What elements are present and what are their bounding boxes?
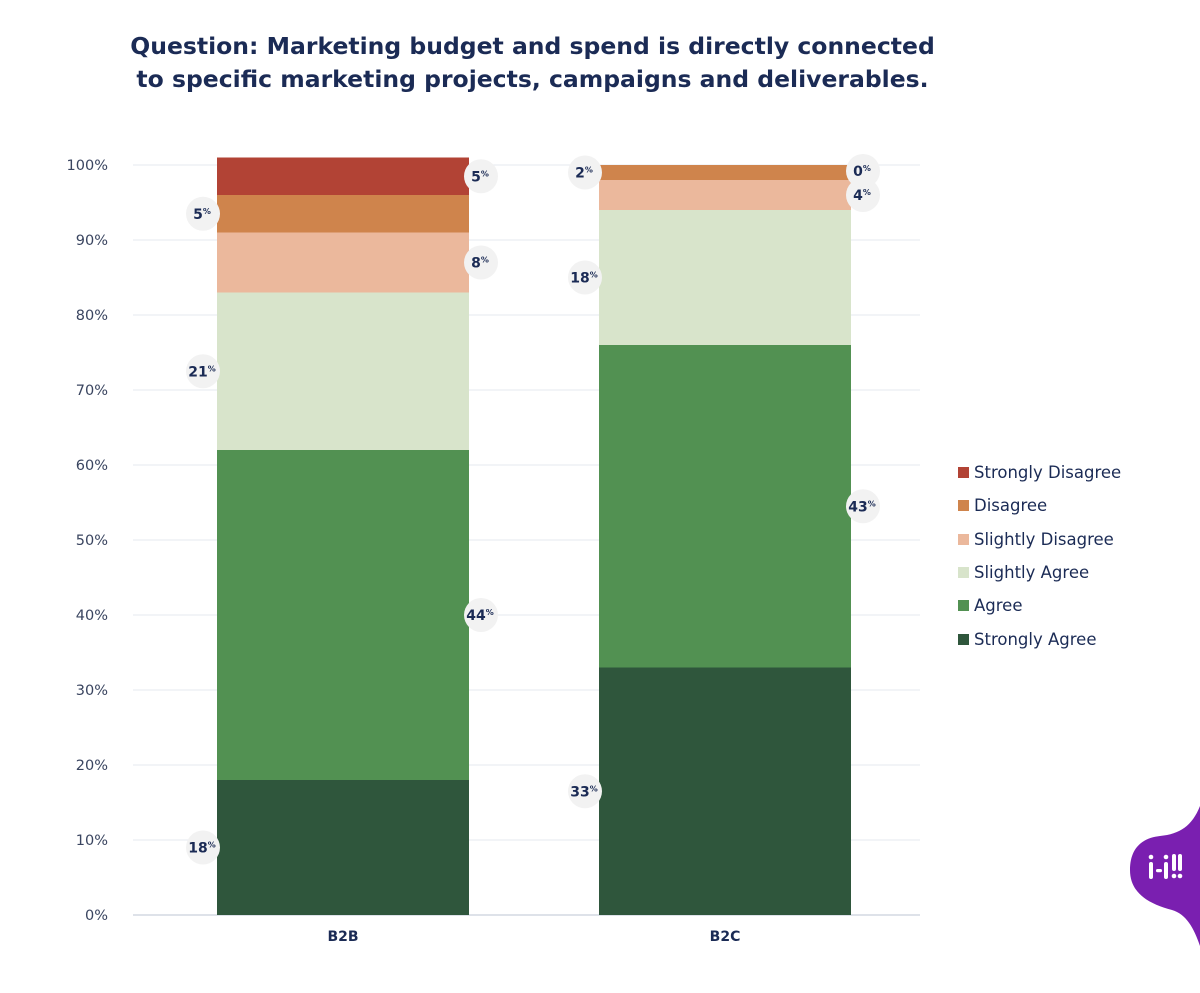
legend-swatch (958, 600, 969, 612)
chart-title-line-1: Question: Marketing budget and spend is … (130, 32, 935, 60)
bar-segment (217, 232, 469, 293)
bar-segment (217, 292, 469, 450)
legend-label: Slightly Disagree (974, 529, 1114, 549)
y-tick-label: 0% (85, 908, 108, 924)
legend-swatch (958, 633, 969, 645)
bar-segment (217, 157, 469, 195)
x-tick-label: B2B (327, 929, 358, 945)
y-tick-label: 50% (76, 533, 108, 549)
legend-swatch (958, 567, 969, 579)
x-tick-label: B2C (710, 929, 741, 945)
bars (217, 157, 851, 915)
data-label-badge (846, 489, 880, 524)
bar-segment (217, 450, 469, 780)
legend-label: Disagree (974, 496, 1048, 516)
data-label-badge (464, 159, 498, 194)
brand-logo-icon (1130, 806, 1200, 946)
data-label-badge (186, 196, 220, 231)
legend-item: Slightly Disagree (958, 523, 1121, 556)
y-tick-label: 80% (76, 308, 108, 324)
y-axis-ticks: 0% 10% 20% 30% 40% 50% 60% 70% 80% 90% 100% (67, 158, 108, 924)
chart-title-line-2: to specific marketing projects, campaign… (136, 65, 929, 93)
bar-segment (599, 667, 851, 915)
legend-swatch (958, 467, 969, 479)
y-tick-label: 60% (76, 458, 108, 474)
legend-item: Strongly Agree (958, 622, 1121, 655)
data-label: 43% (846, 489, 880, 524)
legend-swatch (958, 533, 969, 545)
x-axis-ticks: B2B B2C (327, 929, 740, 945)
data-label: 44% (464, 598, 498, 632)
data-label-badge (464, 245, 498, 280)
y-tick-label: 100% (67, 158, 108, 174)
data-label: 2% (568, 155, 602, 190)
legend-item: Strongly Disagree (958, 456, 1121, 489)
bar-segment (217, 195, 469, 233)
legend-label: Slightly Agree (974, 563, 1090, 583)
data-label: 5% (186, 196, 220, 231)
y-tick-label: 20% (76, 758, 108, 774)
data-label: 0% (846, 154, 880, 188)
y-tick-label: 90% (76, 233, 108, 249)
legend-label: Strongly Disagree (974, 463, 1122, 483)
y-tick-label: 40% (76, 608, 108, 624)
data-label-badge (464, 598, 498, 632)
data-label: 5% (464, 159, 498, 194)
y-tick-label: 70% (76, 383, 108, 399)
data-label: 18% (186, 830, 220, 865)
data-label: 8% (464, 245, 498, 280)
bar-segment (599, 180, 851, 210)
bar-segment (599, 165, 851, 180)
data-label-badge (568, 774, 602, 809)
bar-segment (217, 780, 469, 915)
legend-label: Strongly Agree (974, 629, 1097, 649)
data-label-badge (846, 154, 880, 188)
bar-segment (599, 345, 851, 668)
bar-segment (599, 210, 851, 345)
legend-item: Agree (958, 589, 1121, 622)
data-label: 33% (568, 774, 602, 809)
chart-title: Question: Marketing budget and spend is … (60, 30, 1005, 96)
data-label-badge (568, 260, 602, 295)
y-tick-label: 30% (76, 683, 108, 699)
data-label: 4% (846, 178, 880, 212)
legend-item: Slightly Agree (958, 556, 1121, 589)
data-label-badge (846, 178, 880, 212)
legend-item: Disagree (958, 489, 1121, 522)
data-label: 18% (568, 260, 602, 295)
data-label-badge (186, 830, 220, 865)
data-label: 21% (186, 354, 220, 389)
data-labels: 18% 44% 21% 8% 5% 5% 33% 43% 18% 4% 2% 0% (186, 154, 880, 865)
data-label-badge (186, 354, 220, 389)
y-tick-label: 10% (76, 833, 108, 849)
legend: Strongly Disagree Disagree Slightly Disagr… (958, 456, 1121, 656)
legend-label: Agree (974, 596, 1023, 616)
data-label-badge (568, 155, 602, 190)
legend-swatch (958, 500, 969, 512)
